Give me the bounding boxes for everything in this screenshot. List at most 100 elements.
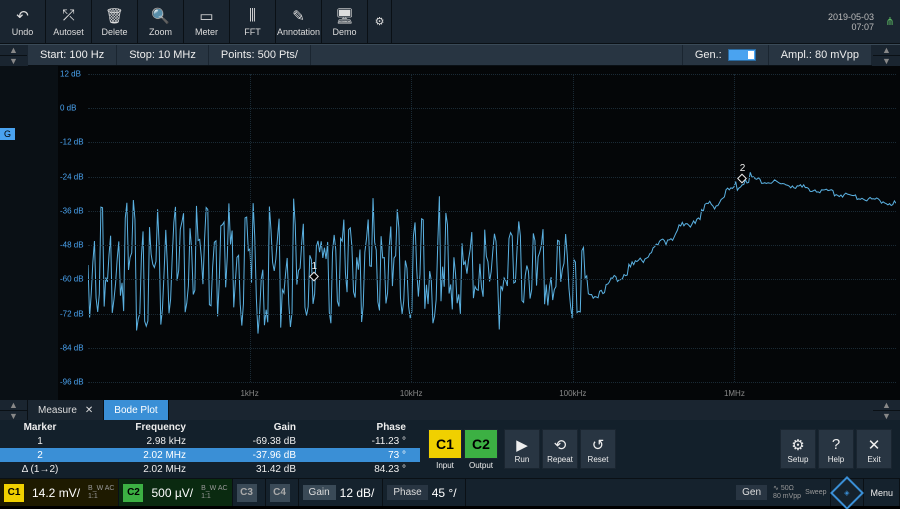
ampl-cell[interactable]: Ampl.: 80 mVpp [769, 45, 872, 65]
tabs-vnav[interactable]: ▲ ▼ [0, 400, 28, 420]
annotation-button[interactable]: ✎ Annotation [276, 0, 322, 43]
channel-c1[interactable]: C1 14.2 mV/ B_W AC1:1 [0, 479, 119, 506]
tab-bode[interactable]: Bode Plot [104, 400, 168, 420]
c3-tag: C3 [237, 484, 257, 502]
bode-plot[interactable]: 12 dB0 dB-12 dB-24 dB-36 dB-48 dB-60 dB-… [58, 66, 900, 400]
c1-button[interactable]: C1 [428, 429, 462, 459]
gain-label: Gain [303, 485, 336, 500]
gear-icon: ⚙ [791, 435, 804, 455]
chevron-down-icon[interactable]: ▼ [873, 55, 900, 66]
gen-cell[interactable]: Gen.: [683, 45, 769, 65]
ampl-label: Ampl.: [781, 49, 812, 61]
close-icon[interactable]: ✕ [85, 405, 93, 416]
table-row[interactable]: Δ (1→2) 2.02 MHz 31.42 dB 84.23 ° [0, 462, 420, 476]
repeat-icon: ⟲ [554, 435, 567, 455]
chevron-up-icon[interactable]: ▲ [0, 400, 27, 410]
right-vnav[interactable]: ▲ ▼ [872, 45, 900, 66]
help-button[interactable]: ?Help [818, 429, 854, 469]
demo-button[interactable]: 🖥 Demo [322, 0, 368, 43]
cell: Δ (1→2) [0, 464, 80, 475]
io-group: C1 Input C2 Output [428, 429, 498, 470]
menu-button[interactable]: ◈ [831, 479, 864, 506]
col-frequency: Frequency [80, 422, 190, 433]
demo-icon: 🖥 [335, 7, 354, 25]
start-cell[interactable]: Start: 100 Hz [28, 45, 117, 65]
oscilloscope-app: ↶ Undo ⤱ Autoset 🗑 Delete 🔍 Zoom ▭ Meter… [0, 0, 900, 506]
table-header: Marker Frequency Gain Phase [0, 420, 420, 434]
toolbar-more-button[interactable]: ⚙ [368, 0, 392, 43]
gen-toggle[interactable] [728, 49, 756, 61]
fft-button[interactable]: ⫼ FFT [230, 0, 276, 43]
stop-cell[interactable]: Stop: 10 MHz [117, 45, 209, 65]
lower-tabs: ▲ ▼ Measure ✕ Bode Plot ▲ ▼ [0, 400, 900, 420]
undo-label: Undo [12, 27, 34, 37]
channel-c2[interactable]: C2 500 µV/ B_W AC1:1 [119, 479, 232, 506]
annotation-label: Annotation [277, 27, 320, 37]
cell: 73 ° [300, 450, 410, 461]
zoom-icon: 🔍 [151, 7, 170, 25]
col-phase: Phase [300, 422, 410, 433]
repeat-button[interactable]: ⟲Repeat [542, 429, 578, 469]
col-marker: Marker [0, 422, 80, 433]
phase-box[interactable]: Phase 45 °/ [383, 479, 465, 506]
plot-left-gutter: G [0, 66, 58, 400]
points-cell[interactable]: Points: 500 Pts/ [209, 45, 311, 65]
cell: -11.23 ° [300, 436, 410, 447]
meter-button[interactable]: ▭ Meter [184, 0, 230, 43]
left-vnav[interactable]: ▲ ▼ [0, 45, 28, 66]
delete-button[interactable]: 🗑 Delete [92, 0, 138, 43]
c4-tag: C4 [270, 484, 290, 502]
gen-meta: ∿ 50Ω 80 mVpp [773, 485, 801, 500]
c1-meta: B_W AC1:1 [88, 485, 114, 500]
cell: 2.02 MHz [80, 464, 190, 475]
table-row[interactable]: 2 2.02 MHz -37.96 dB 73 ° [0, 448, 420, 462]
tabs-vnav-right[interactable]: ▲ ▼ [872, 400, 900, 420]
channel-strip: C1 14.2 mV/ B_W AC1:1 C2 500 µV/ B_W AC1… [0, 478, 900, 506]
time-text: 07:07 [851, 22, 874, 32]
zoom-button[interactable]: 🔍 Zoom [138, 0, 184, 43]
chstrip-spacer [466, 479, 733, 506]
tab-bode-label: Bode Plot [114, 405, 157, 416]
run-group: ▶Run ⟲Repeat ↺Reset [504, 429, 616, 469]
chevron-down-icon[interactable]: ▼ [0, 55, 27, 66]
tabs-spacer [169, 400, 872, 420]
meter-label: Meter [195, 27, 218, 37]
run-button[interactable]: ▶Run [504, 429, 540, 469]
util-group: ⚙Setup ?Help ✕Exit [780, 429, 892, 469]
ampl-value: 80 mVpp [815, 49, 859, 61]
repeat-label: Repeat [547, 455, 573, 464]
channel-c4[interactable]: C4 [266, 479, 299, 506]
zoom-label: Zoom [149, 27, 172, 37]
menu-label-box[interactable]: Menu [864, 479, 900, 506]
setup-button[interactable]: ⚙Setup [780, 429, 816, 469]
cell: 2 [0, 450, 80, 461]
main-toolbar: ↶ Undo ⤱ Autoset 🗑 Delete 🔍 Zoom ▭ Meter… [0, 0, 900, 44]
autoset-button[interactable]: ⤱ Autoset [46, 0, 92, 43]
gen-box[interactable]: Gen ∿ 50Ω 80 mVpp Sweep [732, 479, 831, 506]
toolbar-spacer [392, 0, 822, 43]
autoset-label: Autoset [53, 27, 84, 37]
reset-button[interactable]: ↺Reset [580, 429, 616, 469]
help-icon: ? [832, 435, 840, 455]
gain-box[interactable]: Gain 12 dB/ [299, 479, 384, 506]
col-gain: Gain [190, 422, 300, 433]
exit-button[interactable]: ✕Exit [856, 429, 892, 469]
undo-button[interactable]: ↶ Undo [0, 0, 46, 43]
chevron-up-icon[interactable]: ▲ [0, 45, 27, 55]
chevron-up-icon[interactable]: ▲ [873, 400, 900, 410]
setup-label: Setup [788, 455, 809, 464]
tab-measure[interactable]: Measure ✕ [28, 400, 104, 420]
c2-tag: C2 [123, 484, 143, 502]
stop-label: Stop: [129, 49, 155, 61]
fft-icon: ⫼ [249, 7, 256, 25]
marker-table: Marker Frequency Gain Phase 1 2.98 kHz -… [0, 420, 420, 478]
cell: -69.38 dB [190, 436, 300, 447]
cell: 2.02 MHz [80, 450, 190, 461]
phase-value: 45 °/ [432, 486, 457, 500]
points-label: Points: [221, 49, 255, 61]
channel-c3[interactable]: C3 [233, 479, 266, 506]
table-row[interactable]: 1 2.98 kHz -69.38 dB -11.23 ° [0, 434, 420, 448]
chevron-up-icon[interactable]: ▲ [873, 45, 900, 55]
c2-button[interactable]: C2 [464, 429, 498, 459]
tab-measure-label: Measure [38, 405, 77, 416]
